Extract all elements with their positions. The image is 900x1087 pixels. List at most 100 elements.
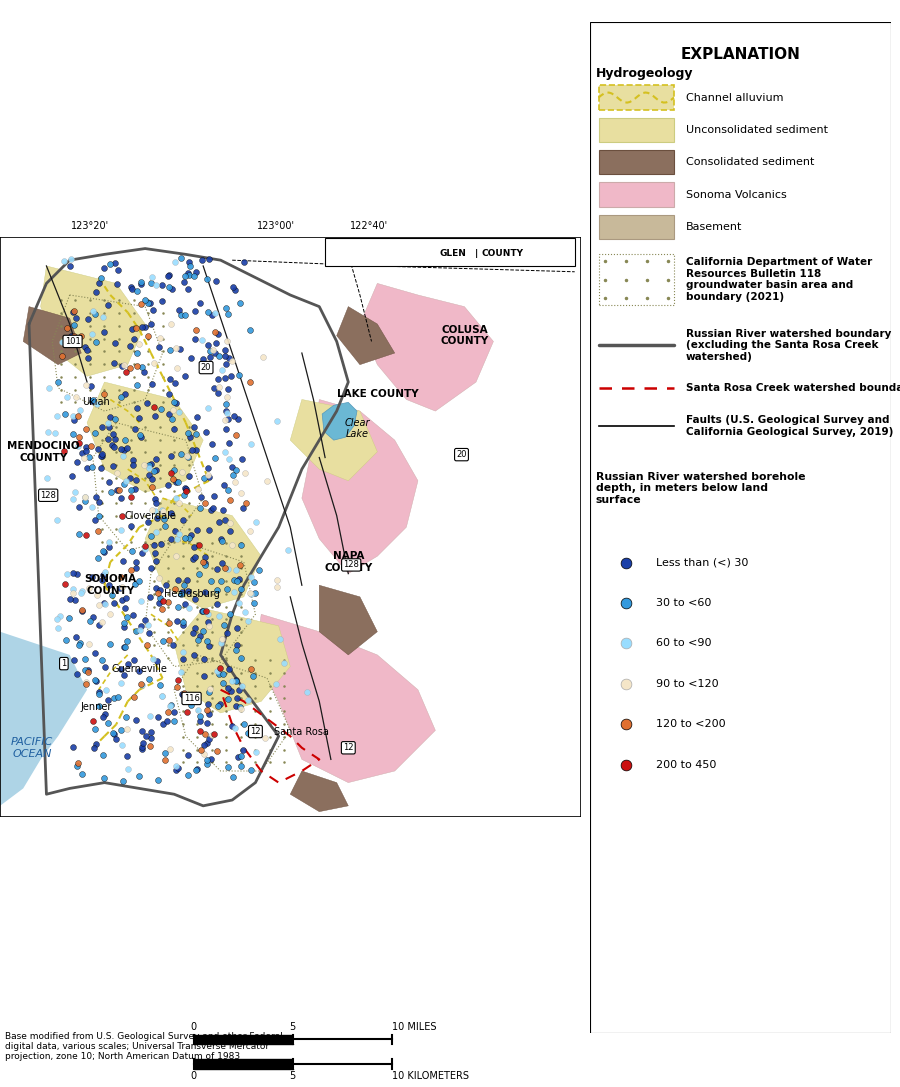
Point [224, 367, 238, 385]
Point [208, 304, 222, 322]
Point [147, 398, 161, 415]
Point [92, 684, 106, 701]
Point [169, 339, 184, 357]
Point [215, 362, 230, 379]
Point [135, 676, 149, 694]
Point [221, 482, 236, 499]
Point [179, 572, 194, 589]
Point [135, 738, 149, 755]
Point [236, 499, 250, 516]
Point [235, 450, 249, 467]
Text: 128: 128 [40, 490, 56, 500]
Point [209, 335, 223, 352]
Point [138, 291, 152, 309]
Point [167, 393, 182, 411]
Point [65, 467, 79, 485]
Point [134, 428, 148, 446]
Text: 128: 128 [343, 561, 359, 570]
Point [243, 435, 257, 452]
Point [104, 255, 118, 273]
Point [230, 641, 244, 659]
Point [196, 622, 211, 639]
Point [149, 277, 164, 295]
Point [234, 748, 248, 765]
Point [134, 318, 148, 336]
Point [101, 414, 115, 432]
Point [164, 697, 178, 714]
Point [176, 613, 191, 630]
Point [177, 486, 192, 503]
Point [268, 675, 283, 692]
Point [81, 310, 95, 327]
Point [174, 249, 188, 266]
Point [110, 464, 124, 482]
Point [212, 385, 226, 402]
Point [74, 327, 88, 345]
Point [82, 636, 96, 653]
Point [58, 575, 72, 592]
Point [205, 435, 220, 452]
Text: SONOMA
COUNTY: SONOMA COUNTY [85, 574, 137, 596]
Point [161, 632, 176, 649]
Point [618, 635, 633, 652]
Polygon shape [320, 585, 377, 654]
Point [206, 379, 220, 397]
Point [148, 544, 162, 561]
Point [86, 391, 100, 409]
Point [191, 480, 205, 498]
Point [66, 580, 80, 598]
Point [196, 602, 211, 620]
Point [134, 592, 148, 610]
Point [68, 628, 83, 646]
Point [189, 321, 203, 338]
Point [163, 341, 177, 359]
Point [197, 554, 211, 572]
Point [50, 511, 64, 528]
Point [240, 691, 255, 709]
Point [72, 525, 86, 542]
Point [221, 679, 236, 697]
Point [81, 661, 95, 678]
Point [83, 612, 97, 629]
Point [219, 402, 233, 420]
Point [198, 583, 212, 600]
Point [202, 348, 217, 365]
Point [105, 437, 120, 454]
Point [91, 549, 105, 566]
Point [138, 537, 152, 554]
Point [71, 754, 86, 772]
Point [181, 264, 195, 282]
Point [191, 701, 205, 719]
Point [72, 435, 86, 452]
Point [172, 403, 186, 421]
Point [151, 709, 166, 726]
Point [158, 517, 173, 535]
Point [149, 652, 164, 670]
Point [234, 580, 248, 598]
Point [618, 675, 633, 692]
Point [194, 602, 209, 620]
Point [123, 278, 138, 296]
Point [206, 487, 220, 504]
Polygon shape [0, 632, 87, 817]
Point [228, 720, 242, 737]
Point [129, 623, 143, 640]
Point [124, 482, 139, 499]
Point [140, 395, 154, 412]
Point [222, 349, 237, 366]
Point [123, 561, 138, 578]
Point [213, 634, 228, 651]
Point [41, 424, 56, 441]
Point [194, 707, 208, 724]
Text: 5: 5 [290, 1072, 295, 1082]
Point [81, 663, 95, 680]
Point [199, 602, 213, 620]
Point [212, 513, 226, 530]
Point [230, 620, 244, 637]
Point [201, 695, 215, 712]
Point [126, 451, 140, 468]
Point [119, 589, 133, 607]
Point [221, 434, 236, 451]
Point [53, 608, 68, 625]
Point [154, 501, 168, 518]
